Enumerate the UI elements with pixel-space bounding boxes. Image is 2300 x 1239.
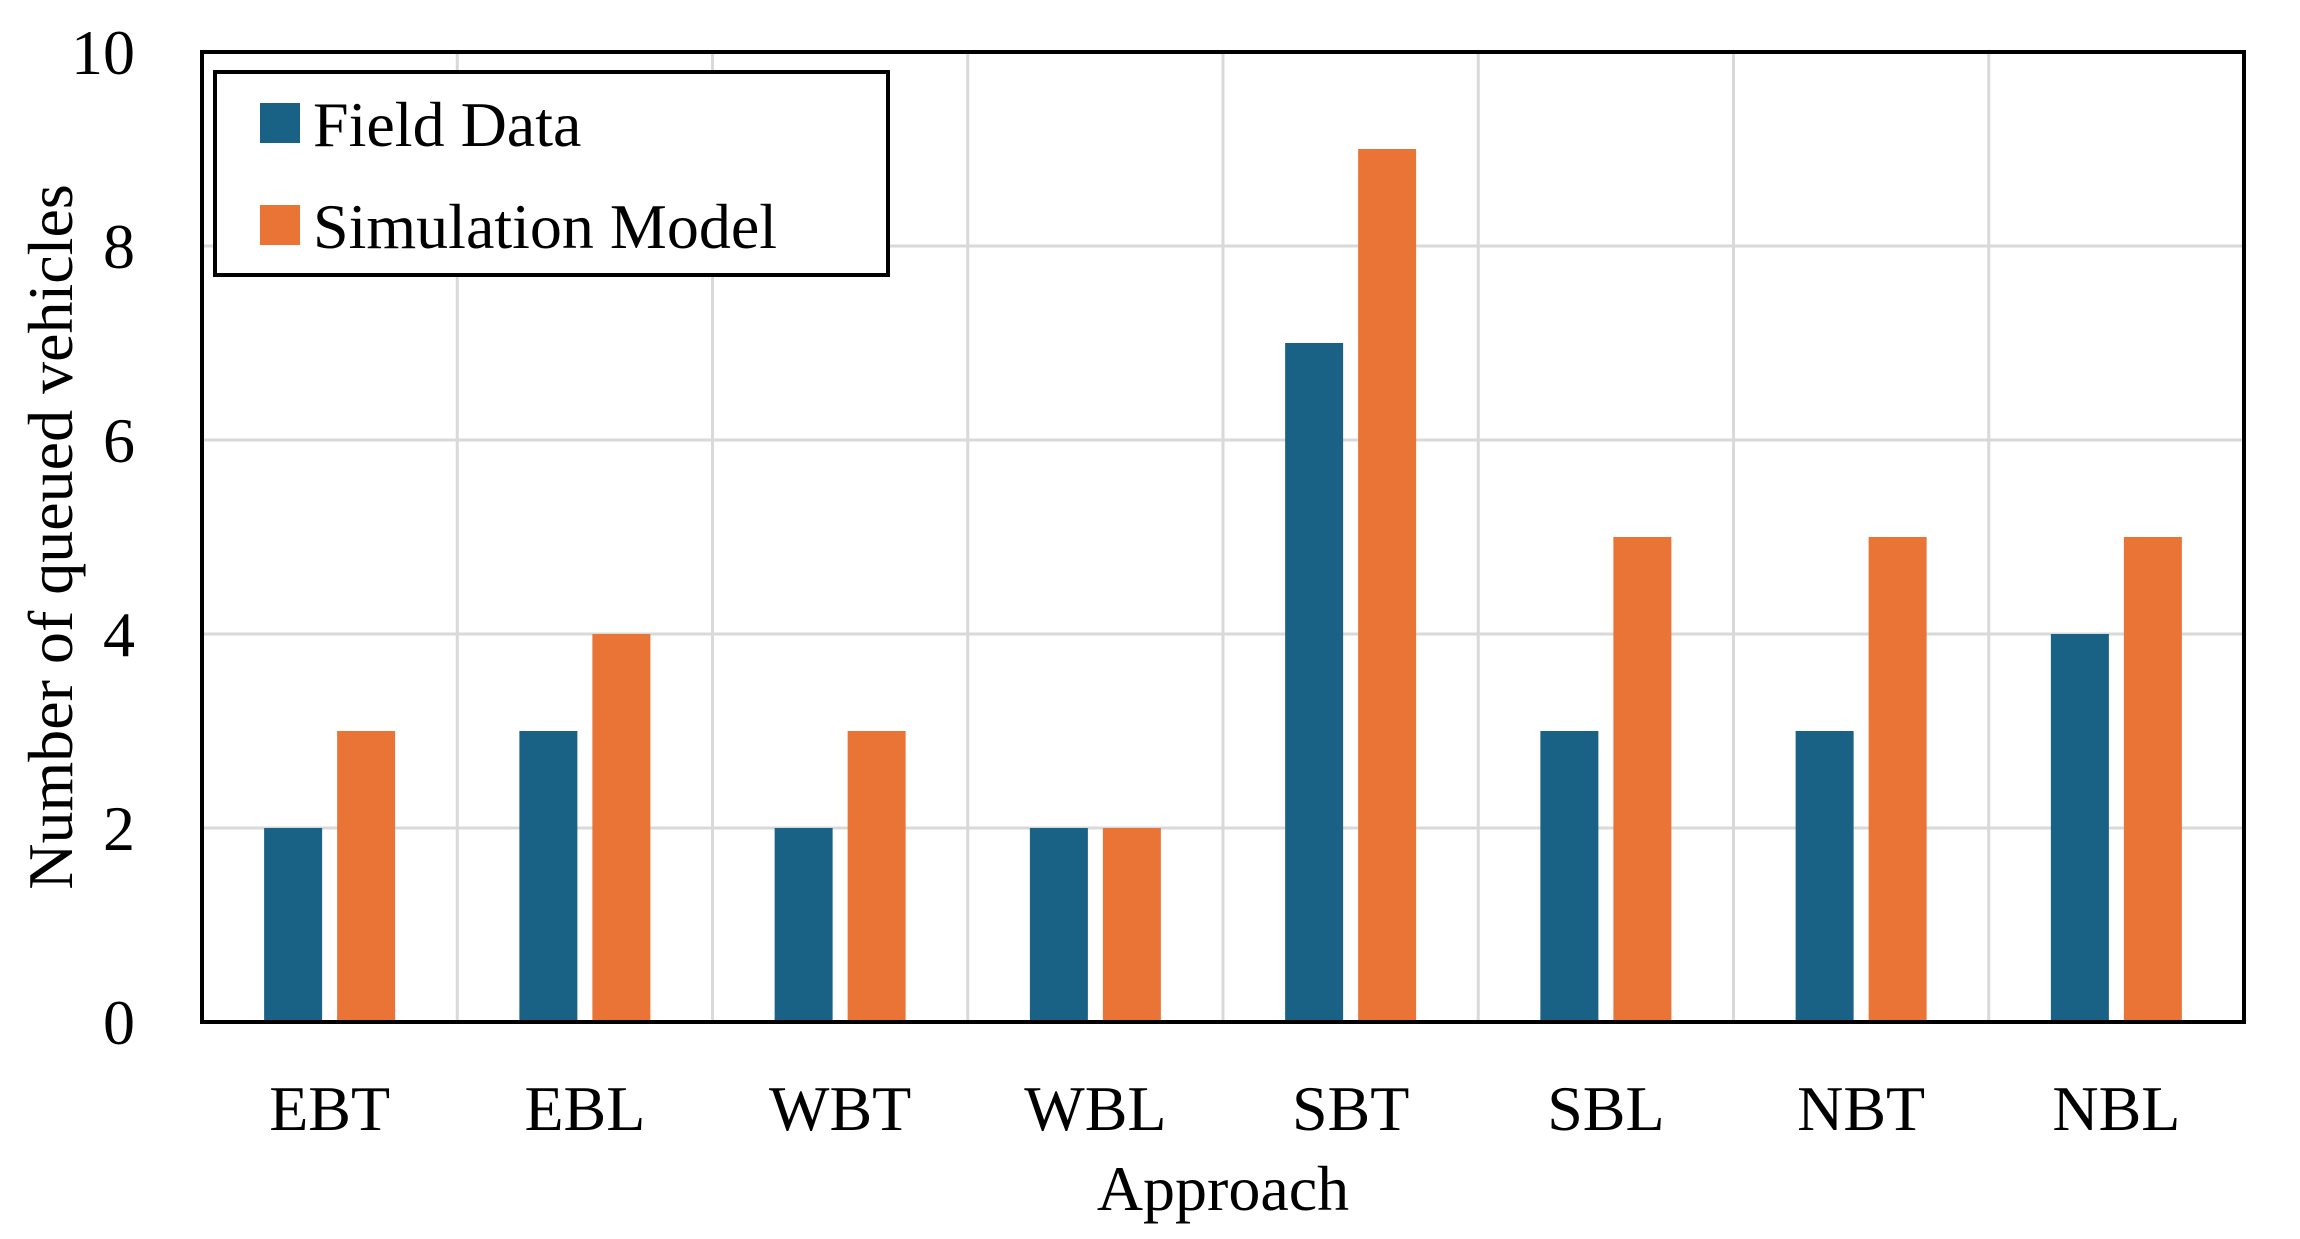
x-tick-label: SBT xyxy=(1292,1073,1409,1144)
bar-ebl-simulation-model xyxy=(592,634,651,1022)
x-tick-label: WBL xyxy=(1024,1073,1166,1144)
x-tick-label: WBT xyxy=(769,1073,911,1144)
y-tick-label: 6 xyxy=(103,405,135,476)
x-tick-label: EBT xyxy=(269,1073,390,1144)
x-tick-label: EBL xyxy=(524,1073,645,1144)
x-tick-label: NBT xyxy=(1797,1073,1925,1144)
legend-label-simulation-model: Simulation Model xyxy=(313,191,777,262)
bar-wbl-field-data xyxy=(1029,828,1088,1022)
y-tick-label: 10 xyxy=(71,17,135,88)
bar-ebl-field-data xyxy=(519,731,578,1022)
x-axis-title: Approach xyxy=(1097,1153,1349,1224)
y-axis-title: Number of queued vehicles xyxy=(15,184,86,890)
y-tick-label: 2 xyxy=(103,793,135,864)
bar-nbt-field-data xyxy=(1795,731,1854,1022)
legend-swatch-simulation-model xyxy=(260,205,300,245)
x-tick-label: SBL xyxy=(1547,1073,1664,1144)
plot-frame xyxy=(200,50,2246,1024)
bar-nbl-simulation-model xyxy=(2123,537,2182,1022)
bar-ebt-simulation-model xyxy=(337,731,396,1022)
y-tick-label: 8 xyxy=(103,211,135,282)
bar-sbl-field-data xyxy=(1540,731,1599,1022)
bars xyxy=(264,149,2182,1022)
legend-label-field-data: Field Data xyxy=(313,89,581,160)
x-axis-ticks: EBT EBL WBT WBL SBT SBL NBT NBL xyxy=(269,1073,2180,1144)
bar-sbt-field-data xyxy=(1285,343,1344,1022)
y-axis-ticks: 0 2 4 6 8 10 xyxy=(71,17,135,1058)
bar-wbt-simulation-model xyxy=(847,731,906,1022)
bar-nbt-simulation-model xyxy=(1868,537,1927,1022)
y-tick-label: 4 xyxy=(103,599,135,670)
x-tick-label: NBL xyxy=(2052,1073,2180,1144)
bar-sbt-simulation-model xyxy=(1358,149,1417,1022)
bar-wbt-field-data xyxy=(774,828,833,1022)
bar-sbl-simulation-model xyxy=(1613,537,1672,1022)
legend-swatch-field-data xyxy=(260,103,300,143)
legend-box xyxy=(213,70,890,277)
bar-nbl-field-data xyxy=(2050,634,2109,1022)
legend: Field Data Simulation Model xyxy=(213,70,890,277)
bar-wbl-simulation-model xyxy=(1102,828,1161,1022)
y-tick-label: 0 xyxy=(103,987,135,1058)
bar-ebt-field-data xyxy=(264,828,323,1022)
